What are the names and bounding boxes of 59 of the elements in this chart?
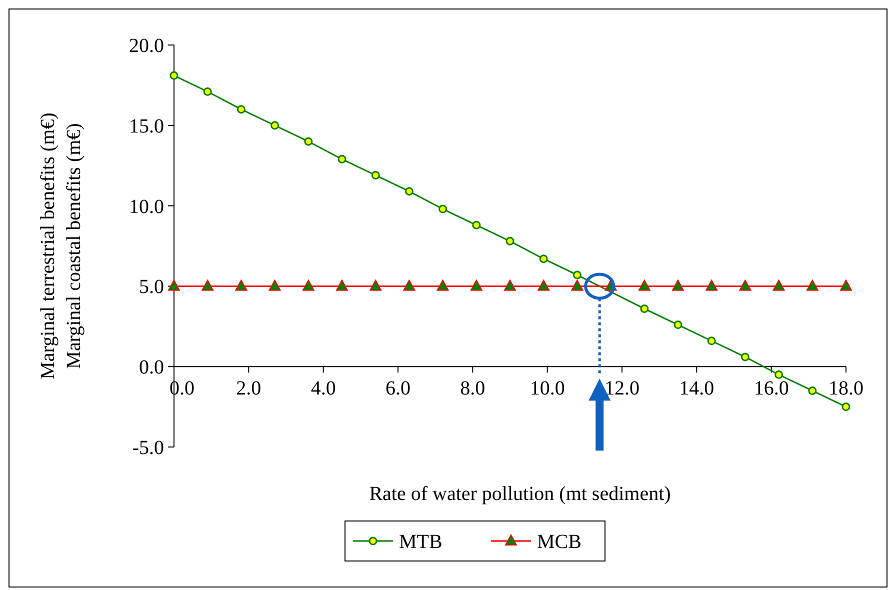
point [370, 280, 382, 291]
point [304, 137, 313, 146]
point [170, 71, 178, 80]
point [739, 280, 752, 291]
point [571, 280, 584, 291]
point [808, 386, 817, 395]
point [674, 320, 682, 330]
point [336, 280, 348, 291]
y-tick-label: -5.0 [132, 437, 164, 459]
point [840, 280, 852, 291]
point [506, 236, 514, 246]
x-tick-label: 6.0 [386, 378, 410, 400]
point [707, 336, 716, 346]
y-axis-title: Marginal terrestrial benefits (m€) Marginal coastal benefits (m€) [37, 112, 85, 380]
x-axis-title: Rate of water pollution (mt sediment) [369, 483, 671, 505]
point [270, 121, 280, 130]
x-tick-label: 2.0 [236, 378, 262, 400]
point [302, 280, 314, 291]
point [371, 171, 380, 180]
x-tick-label: 10.0 [530, 378, 565, 400]
y-tick-label: 0.0 [139, 356, 164, 379]
point [538, 280, 550, 291]
point [774, 370, 784, 379]
point [539, 254, 548, 264]
point [638, 280, 650, 291]
point [740, 352, 750, 362]
point [706, 280, 718, 291]
y-tick-label: 15.0 [129, 115, 164, 138]
legend-label: MTB [399, 531, 442, 553]
point [403, 280, 416, 291]
x-tick-label: 4.0 [310, 378, 336, 400]
x-tick-label: 14.0 [679, 378, 714, 400]
point [504, 280, 516, 291]
x-tick-label: 18.0 [828, 378, 864, 400]
point [672, 280, 684, 291]
legend-label: MCB [537, 531, 582, 553]
point [235, 280, 248, 291]
point [806, 280, 818, 291]
x-tick-label: 16.0 [754, 378, 789, 400]
point [202, 280, 214, 291]
y-tick-label: 20.0 [129, 35, 164, 57]
point [404, 187, 414, 196]
y-tick-label: 10.0 [129, 196, 164, 218]
point [640, 304, 649, 313]
point [268, 280, 281, 291]
x-tick-label: 12.0 [604, 378, 640, 400]
point [168, 280, 180, 291]
point [203, 87, 212, 96]
point [470, 280, 482, 291]
point [236, 105, 246, 114]
point [438, 204, 448, 214]
point [572, 270, 582, 280]
x-tick-label: 8.0 [460, 378, 486, 400]
point [338, 154, 346, 164]
point [772, 280, 785, 291]
point [436, 280, 449, 291]
y-tick-label: 5.0 [139, 276, 164, 298]
point [842, 402, 850, 412]
point [472, 220, 481, 230]
